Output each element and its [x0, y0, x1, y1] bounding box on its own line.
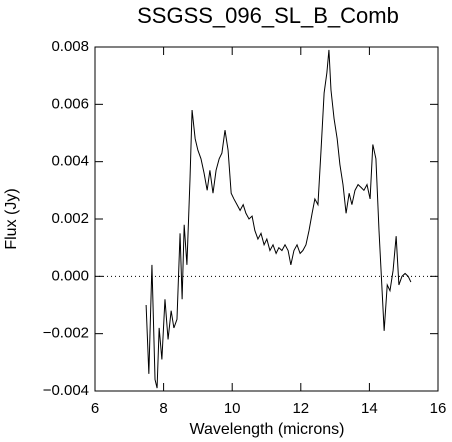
x-tick-label: 8: [159, 400, 167, 417]
y-tick-label: −0.004: [43, 382, 89, 399]
chart-title: SSGSS_096_SL_B_Comb: [137, 3, 399, 28]
x-axis-label: Wavelength (microns): [189, 421, 344, 438]
y-tick-label: 0.008: [51, 38, 89, 55]
plot-frame: [94, 46, 439, 392]
x-tick-label: 14: [361, 400, 378, 417]
x-tick-label: 12: [292, 400, 309, 417]
y-tick-label: 0.000: [51, 267, 89, 284]
x-tick-label: 6: [91, 400, 99, 417]
x-tick-label: 10: [224, 400, 241, 417]
y-tick-label: 0.004: [51, 153, 89, 170]
data-line: [145, 49, 412, 389]
y-tick-label: 0.002: [51, 210, 89, 227]
y-tick-label: 0.006: [51, 95, 89, 112]
x-tick-label: 16: [430, 400, 447, 417]
y-axis-label: Flux (Jy): [3, 188, 20, 249]
y-tick-label: −0.002: [43, 325, 89, 342]
